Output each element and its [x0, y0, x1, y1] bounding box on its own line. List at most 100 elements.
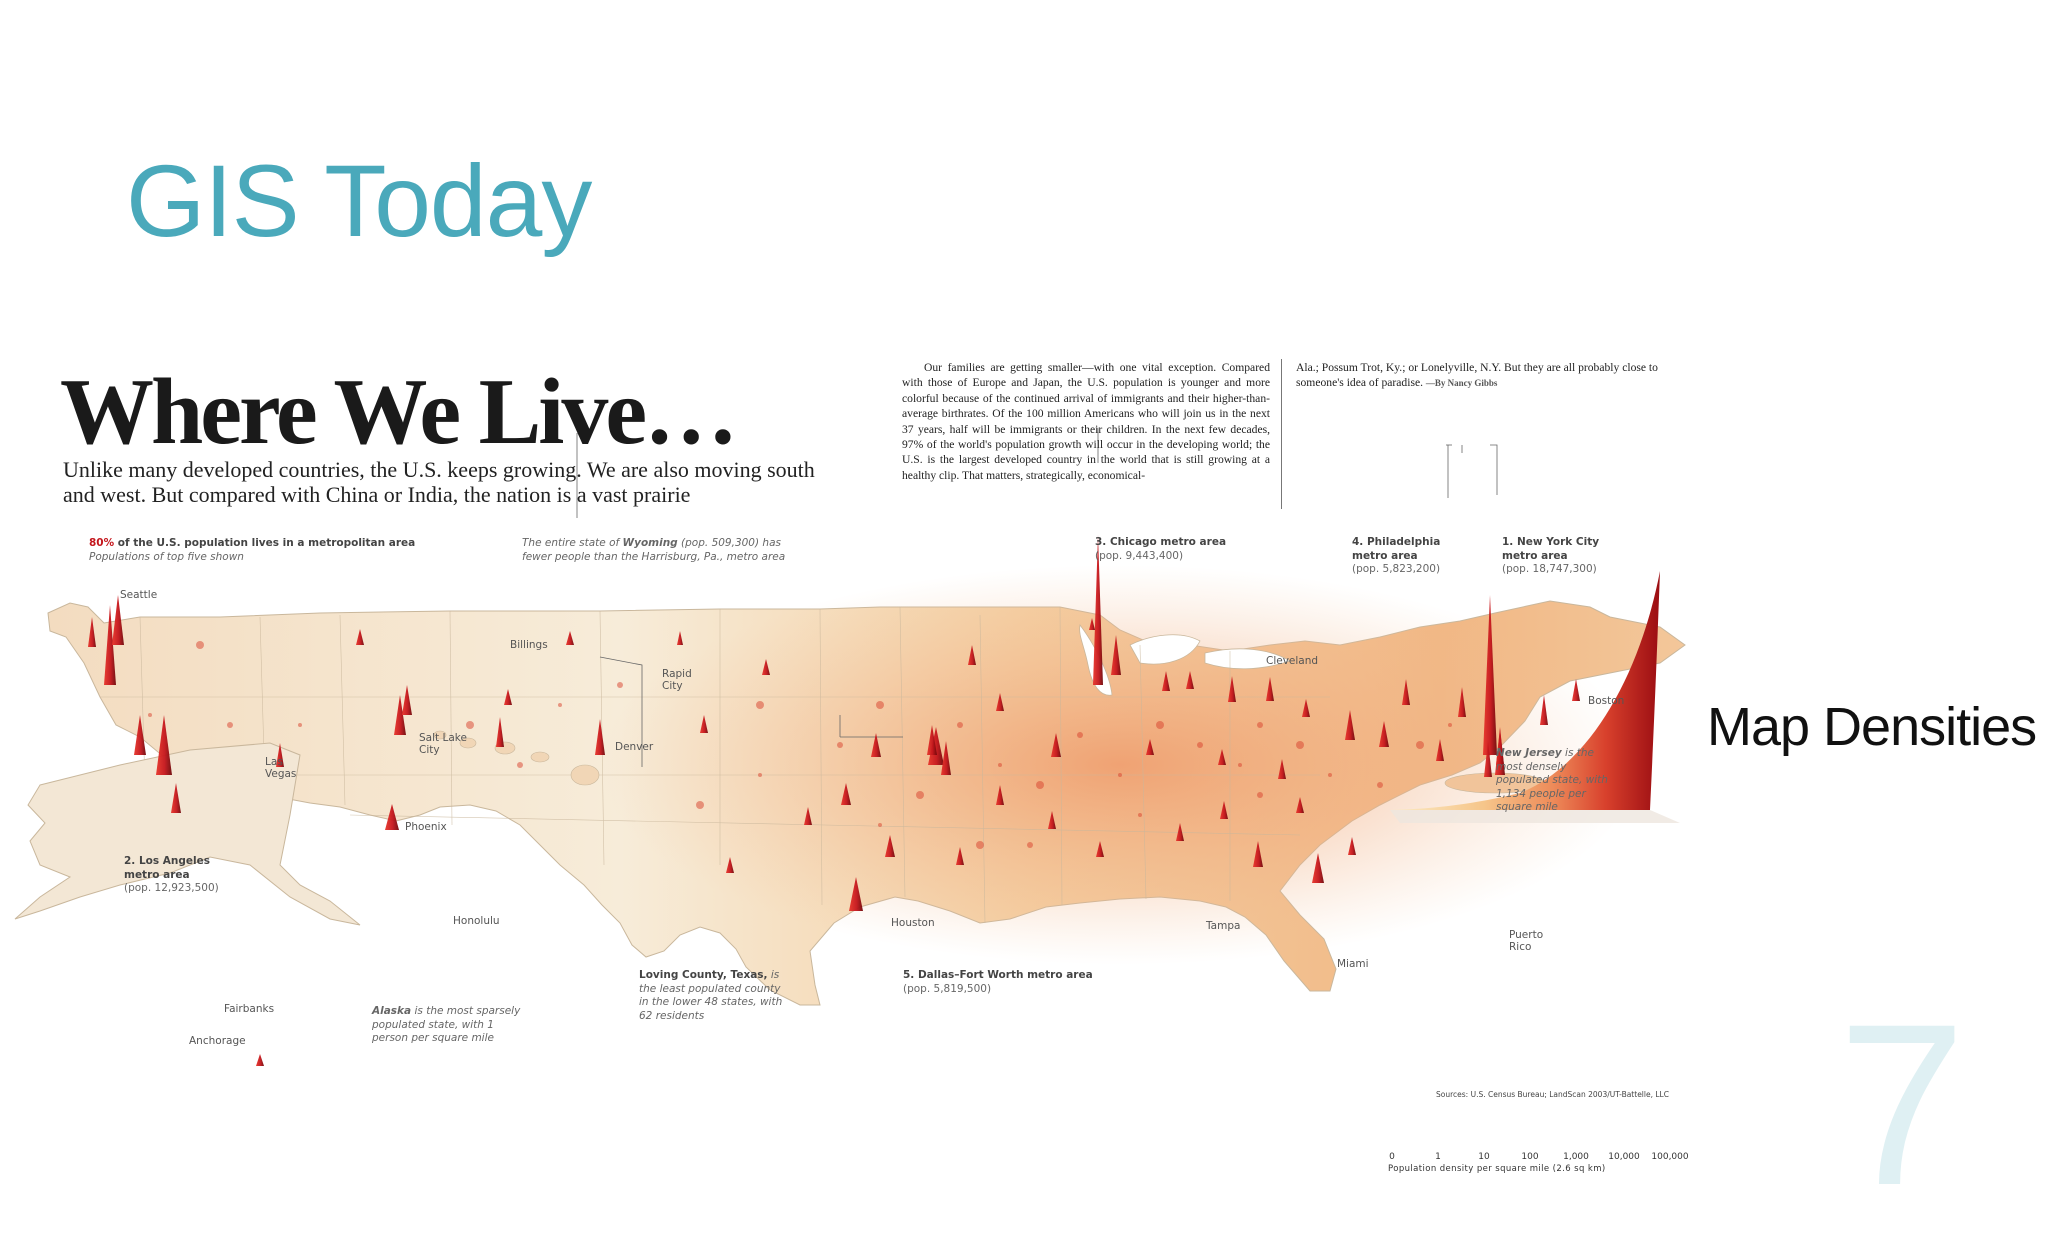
infographic-body-column-1: Our families are getting smaller—with on… [902, 361, 1270, 482]
city-anchorage: Anchorage [189, 1035, 246, 1047]
city-phoenix: Phoenix [405, 821, 447, 833]
density-spike [1458, 687, 1466, 717]
density-spike [112, 595, 124, 645]
legend-tick: 100 [1521, 1152, 1539, 1162]
density-spike [1483, 595, 1497, 755]
metro-chicago: 3. Chicago metro area (pop. 9,443,400) [1095, 536, 1227, 562]
density-spike [1379, 721, 1389, 747]
density-dot [837, 742, 843, 748]
city-seattle: Seattle [120, 589, 158, 601]
density-dot [1138, 813, 1142, 817]
infographic-headline: Where We Live… [60, 360, 738, 464]
density-spike [1253, 841, 1263, 867]
density-spike [595, 719, 605, 755]
slide-title: GIS Today [126, 144, 592, 258]
city-cleveland: Cleveland [1266, 655, 1319, 667]
density-spike [1146, 739, 1154, 755]
city-honolulu: Honolulu [453, 915, 500, 927]
legend-tick: 1,000 [1563, 1152, 1589, 1162]
density-dot [558, 703, 562, 707]
density-dot [1027, 842, 1033, 848]
city-las-vegas: Las Vegas [265, 756, 297, 780]
density-dot [1257, 722, 1263, 728]
city-puerto-rico: Puerto Rico [1509, 929, 1544, 953]
density-spike [385, 804, 399, 830]
legend-tick: 100,000 [1651, 1152, 1689, 1162]
alaska-landmass [14, 742, 361, 926]
density-dot [696, 801, 704, 809]
city-boston: Boston [1588, 695, 1625, 707]
density-spikes [88, 535, 1580, 1066]
density-spike [1218, 749, 1226, 765]
city-houston: Houston [891, 917, 935, 929]
density-spike [1162, 671, 1170, 691]
density-dot [758, 773, 762, 777]
density-dot [1197, 742, 1203, 748]
city-billings: Billings [510, 639, 548, 651]
density-spike [256, 1054, 264, 1066]
density-dot [1036, 781, 1044, 789]
metro-sub: Populations of top five shown [89, 550, 244, 563]
density-spike [1484, 741, 1492, 777]
alaska-note: Alaska is the most sparsely populated st… [372, 1005, 521, 1044]
page-number: 7 [1838, 976, 1966, 1233]
density-spike [1495, 727, 1505, 775]
loving-county-note: Loving County, Texas, is the least popul… [639, 969, 783, 1022]
density-spike [566, 631, 574, 645]
density-spike [1345, 710, 1355, 740]
sources-note: Sources: U.S. Census Bureau; LandScan 20… [1436, 1090, 1669, 1099]
density-dot [957, 722, 963, 728]
density-spike [677, 631, 683, 645]
metro-text: of the U.S. population lives in a metrop… [114, 537, 416, 549]
density-spike [276, 743, 284, 767]
density-dot [466, 721, 474, 729]
density-dot [148, 713, 152, 717]
density-spike [1278, 759, 1286, 779]
metro-philadelphia: 4. Philadelphia metro area (pop. 5,823,20… [1352, 536, 1441, 575]
density-spike [1348, 837, 1356, 855]
density-dot [756, 701, 764, 709]
density-dot [876, 701, 884, 709]
density-spike [171, 783, 181, 813]
city-rapid-city: Rapid City [662, 668, 692, 692]
population-density-infographic: Where We Live… Unlike many developed cou… [0, 345, 1720, 1174]
density-spike [871, 733, 881, 757]
legend-tick: 0 [1389, 1152, 1395, 1162]
density-spike [1089, 618, 1095, 630]
density-spike [134, 715, 146, 755]
legend-tick: 10,000 [1608, 1152, 1640, 1162]
density-dot [298, 723, 302, 727]
us-population-map [14, 428, 1686, 1066]
byline: —By Nancy Gibbs [1425, 378, 1498, 389]
density-spike [726, 857, 734, 873]
density-spike [700, 715, 708, 733]
density-spike [762, 659, 770, 675]
density-spike [927, 725, 937, 755]
city-denver: Denver [615, 741, 654, 753]
density-spike [1296, 797, 1304, 813]
metro-los-angeles: 2. Los Angeles metro area (pop. 12,923,50… [124, 855, 219, 894]
density-spike [996, 785, 1004, 805]
density-spike [1540, 695, 1548, 725]
density-spike [156, 715, 172, 775]
density-spike [356, 629, 364, 645]
density-dot [227, 722, 233, 728]
density-spike [1220, 801, 1228, 819]
new-jersey-note: New Jersey is the most densely populated… [1496, 747, 1608, 813]
city-miami: Miami [1337, 958, 1369, 970]
density-spike [841, 783, 851, 805]
density-dot [1296, 741, 1304, 749]
density-spike [104, 605, 116, 685]
metro-area-note: 80% of the U.S. population lives in a me… [89, 537, 469, 564]
density-spike [956, 847, 964, 865]
metro-percent: 80% [89, 537, 115, 549]
city-tampa: Tampa [1206, 920, 1241, 932]
density-dot [1257, 792, 1263, 798]
density-spike [1266, 677, 1274, 701]
density-spike [1176, 823, 1184, 841]
density-dot [1448, 723, 1452, 727]
density-dot [617, 682, 623, 688]
density-spike [885, 835, 895, 857]
city-fairbanks: Fairbanks [224, 1003, 275, 1015]
density-dot [976, 841, 984, 849]
